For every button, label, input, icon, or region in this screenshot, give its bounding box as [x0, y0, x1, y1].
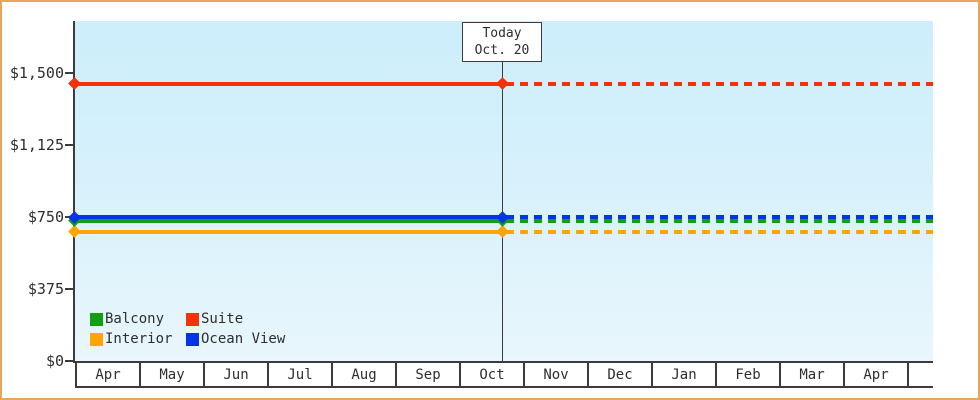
legend: Balcony Suite Interior Ocean View — [90, 309, 285, 349]
today-date: Oct. 20 — [474, 43, 530, 58]
month-cell-may: May — [141, 363, 205, 386]
y-axis-label: $1,125 — [9, 136, 64, 154]
legend-label: Interior — [105, 331, 173, 347]
x-axis-month-band: Apr May Jun Jul Aug Sep Oct Nov Dec Jan Feb Mar Apr — [75, 361, 933, 388]
today-label: Today — [482, 26, 522, 41]
series-line-dashed-balcony — [506, 218, 933, 223]
today-marker-box: Today Oct. 20 — [462, 22, 542, 62]
legend-swatch-icon — [90, 312, 103, 326]
month-cell-apr: Apr — [845, 363, 909, 386]
legend-swatch-icon — [90, 332, 103, 346]
month-cell-apr: Apr — [77, 363, 141, 386]
legend-item-ocean-view: Ocean View — [186, 329, 285, 349]
month-cell-aug: Aug — [333, 363, 397, 386]
legend-item-balcony: Balcony — [90, 309, 186, 329]
legend-label: Balcony — [105, 311, 165, 327]
month-cell-mar: Mar — [781, 363, 845, 386]
legend-swatch-icon — [186, 332, 199, 346]
y-axis-label: $0 — [45, 352, 64, 370]
month-cell-empty — [909, 363, 933, 386]
y-axis-label: $375 — [27, 280, 64, 298]
y-axis-tick — [65, 144, 73, 146]
month-cell-jul: Jul — [269, 363, 333, 386]
month-cell-feb: Feb — [717, 363, 781, 386]
series-line-solid-balcony — [75, 218, 506, 223]
legend-label: Ocean View — [201, 331, 286, 347]
y-axis-label: $1,500 — [9, 64, 64, 82]
month-cell-dec: Dec — [589, 363, 653, 386]
y-axis-label: $750 — [27, 208, 64, 226]
legend-item-interior: Interior — [90, 329, 186, 349]
legend-item-suite: Suite — [186, 309, 285, 329]
legend-swatch-icon — [186, 312, 199, 326]
month-cell-nov: Nov — [525, 363, 589, 386]
series-line-dashed-ocean-view — [506, 215, 933, 219]
y-axis-tick — [65, 360, 73, 362]
series-line-solid-ocean-view — [75, 215, 506, 219]
month-cell-sep: Sep — [397, 363, 461, 386]
legend-label: Suite — [201, 311, 244, 327]
series-line-solid-suite — [75, 81, 506, 86]
y-axis-tick — [65, 72, 73, 74]
series-line-dashed-interior — [506, 229, 933, 234]
month-cell-oct: Oct — [461, 363, 525, 386]
y-axis-tick — [65, 288, 73, 290]
series-line-dashed-suite — [506, 81, 933, 86]
month-cell-jan: Jan — [653, 363, 717, 386]
month-cell-jun: Jun — [205, 363, 269, 386]
series-line-solid-interior — [75, 229, 506, 234]
y-axis-line — [73, 21, 75, 363]
